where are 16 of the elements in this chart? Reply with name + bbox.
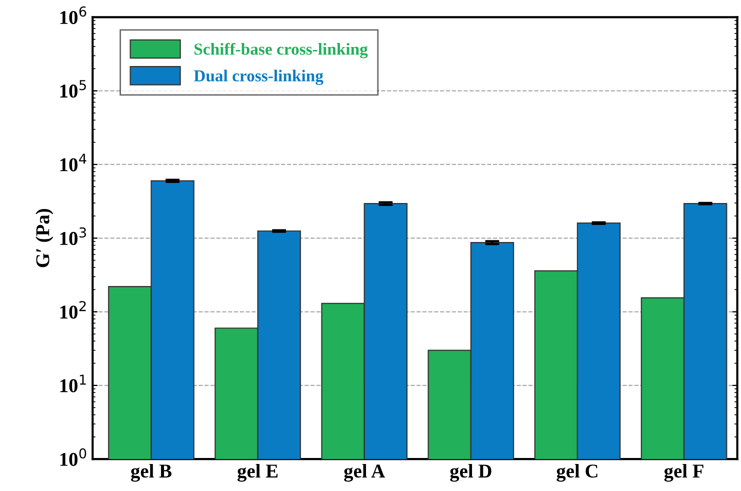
x-tick-label: gel E xyxy=(238,464,278,482)
y-tick-label: 10$^{5}$ xyxy=(60,80,86,98)
legend-label: Schiff-base cross-linking xyxy=(194,42,368,58)
y-tick-label: 10$^{2}$ xyxy=(60,300,86,319)
y-tick-label: 10$^{4}$ xyxy=(60,154,86,172)
y-tick-label: 10$^{3}$ xyxy=(60,227,86,246)
y-axis-title: G′ (Pa) xyxy=(36,208,54,268)
x-tick-label: gel F xyxy=(664,464,704,482)
x-tick-label: gel D xyxy=(450,464,492,482)
x-tick-label: gel A xyxy=(344,464,385,482)
y-tick-label: 10$^{6}$ xyxy=(60,6,86,24)
y-tick-label: 10$^{0}$ xyxy=(60,448,86,466)
x-tick-label: gel C xyxy=(556,464,598,482)
x-tick-label: gel B xyxy=(130,464,172,482)
legend-label: Dual cross-linking xyxy=(194,70,324,85)
y-tick-label: 10$^{1}$ xyxy=(60,374,86,392)
